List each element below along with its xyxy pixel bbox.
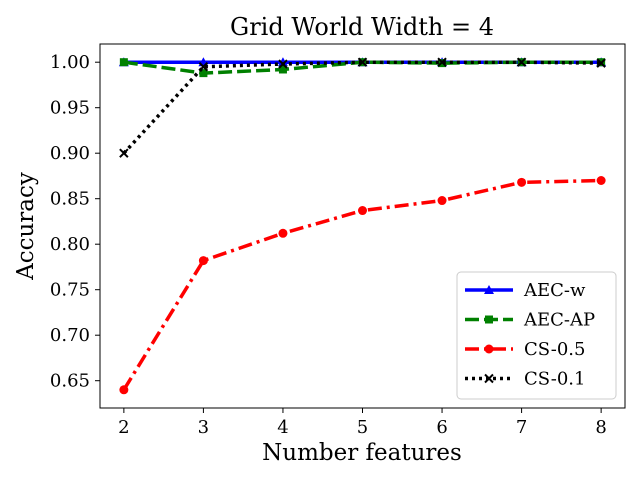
data-point xyxy=(198,62,209,72)
x-tick-label: 6 xyxy=(436,417,447,438)
legend-label: AEC-w xyxy=(523,280,586,301)
data-point xyxy=(278,59,288,69)
chart-title: Grid World Width = 4 xyxy=(230,13,494,41)
x-axis-label: Number features xyxy=(262,440,462,466)
x-tick-label: 8 xyxy=(595,417,606,438)
y-tick-label: 0.90 xyxy=(50,143,90,164)
data-point xyxy=(278,65,287,74)
x-tick-label: 3 xyxy=(198,417,209,438)
series-CS-0.1 xyxy=(119,57,606,158)
legend-marker xyxy=(484,344,494,354)
legend-label: AEC-AP xyxy=(523,310,595,331)
y-tick-label: 0.80 xyxy=(50,234,90,255)
data-point xyxy=(199,69,208,78)
data-point xyxy=(119,148,129,158)
y-tick-label: 0.70 xyxy=(50,325,90,346)
data-point xyxy=(119,385,129,395)
data-point xyxy=(277,57,288,67)
x-tick-label: 7 xyxy=(516,417,527,438)
series-CS-0.5 xyxy=(119,176,606,395)
data-point xyxy=(278,228,288,238)
data-point xyxy=(517,177,527,187)
y-tick-label: 0.65 xyxy=(50,371,90,392)
legend-item: CS-0.1 xyxy=(465,369,585,390)
data-point xyxy=(437,196,447,206)
plot-area xyxy=(118,57,607,395)
x-tick-label: 5 xyxy=(357,417,368,438)
legend-marker xyxy=(484,285,494,294)
data-point xyxy=(596,176,606,185)
legend-item: CS-0.5 xyxy=(465,339,585,360)
axis-ticks: 2 3 4 5 6 7 8 0.65 0.70 0.75 0.80 0.85 0.90 0.95 1.00 xyxy=(50,52,607,438)
legend-item: AEC-AP xyxy=(465,310,595,331)
y-tick-label: 0.75 xyxy=(50,280,90,301)
data-point xyxy=(358,206,367,216)
legend-marker xyxy=(485,315,493,324)
x-tick-label: 2 xyxy=(118,417,129,438)
y-tick-label: 0.85 xyxy=(50,189,90,210)
x-tick-label: 4 xyxy=(277,417,288,438)
data-point xyxy=(437,57,447,67)
data-point xyxy=(357,57,368,67)
series-line xyxy=(122,60,602,155)
y-tick-label: 0.95 xyxy=(50,98,90,119)
data-point xyxy=(198,256,208,266)
data-point xyxy=(596,58,606,68)
legend: AEC-w AEC-AP CS-0.5 CS-0.1 xyxy=(456,271,617,400)
data-point xyxy=(516,57,527,67)
data-point xyxy=(119,58,128,67)
legend-box xyxy=(456,271,617,400)
legend-marker xyxy=(484,373,494,384)
legend-item: AEC-w xyxy=(465,280,586,301)
y-axis-label: Accuracy xyxy=(13,172,39,281)
legend-label: CS-0.5 xyxy=(524,339,585,360)
legend-label: CS-0.1 xyxy=(524,369,585,390)
y-tick-label: 1.00 xyxy=(50,52,90,73)
